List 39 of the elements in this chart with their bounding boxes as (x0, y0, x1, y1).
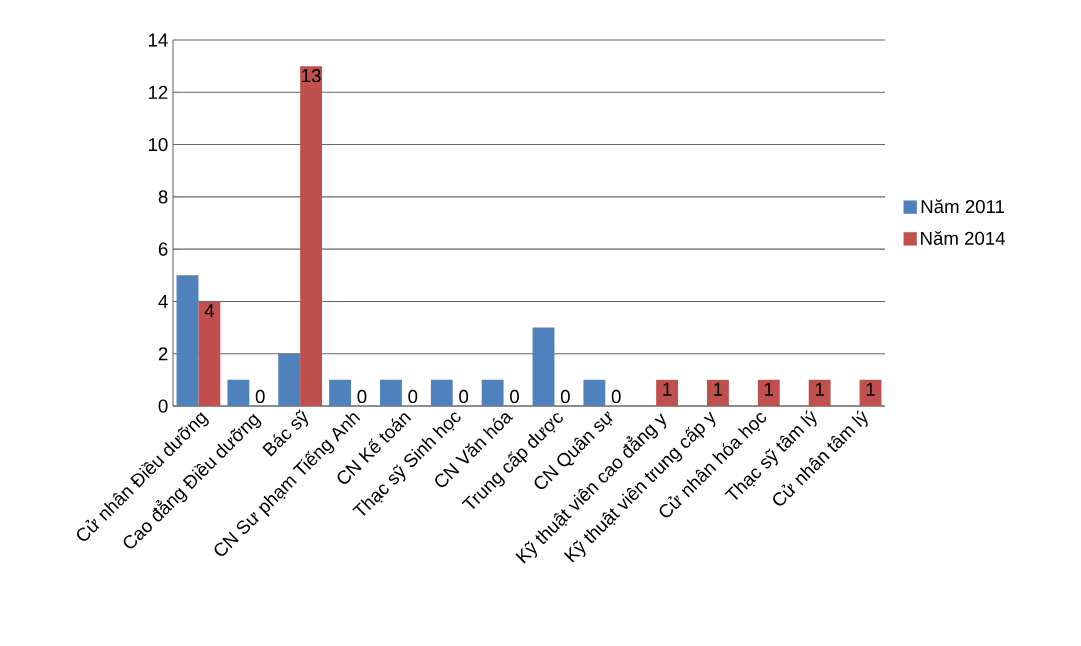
data-label: 0 (255, 389, 265, 404)
bar (707, 379, 729, 406)
data-label: 1 (765, 382, 774, 396)
data-label: 1 (663, 382, 672, 396)
bar (532, 327, 555, 406)
data-label: 0 (560, 389, 570, 404)
bar (329, 379, 351, 406)
y-tick-label: 4 (158, 295, 168, 308)
y-tick-label: 10 (148, 137, 168, 152)
legend-label: Năm 2014 (921, 231, 1006, 245)
data-label: 4 (204, 304, 214, 318)
bar (430, 379, 453, 406)
data-label: 1 (714, 382, 723, 396)
bar (278, 353, 301, 406)
data-label: 1 (815, 382, 824, 396)
bar (379, 379, 402, 406)
y-tick-label: 2 (158, 347, 168, 361)
data-label: 1 (866, 382, 875, 396)
bar (757, 379, 780, 406)
legend-label: Năm 2011 (921, 199, 1005, 214)
y-tick-label: 14 (148, 33, 168, 47)
bar (808, 379, 831, 406)
y-tick-label: 0 (158, 399, 168, 413)
bar (481, 379, 504, 406)
data-label: 0 (408, 389, 418, 404)
bar (176, 275, 199, 406)
bar (583, 379, 606, 406)
y-tick-label: 12 (148, 85, 168, 99)
y-tick-label: 8 (158, 190, 168, 204)
bar (227, 379, 250, 406)
data-label: 0 (357, 389, 367, 404)
data-label: 13 (302, 69, 321, 83)
bar (198, 301, 221, 406)
y-tick-label: 6 (158, 242, 168, 256)
bar (300, 66, 323, 406)
data-label: 0 (459, 389, 469, 404)
data-label: 0 (510, 389, 519, 404)
data-label: 0 (611, 389, 621, 404)
bar (656, 379, 679, 406)
